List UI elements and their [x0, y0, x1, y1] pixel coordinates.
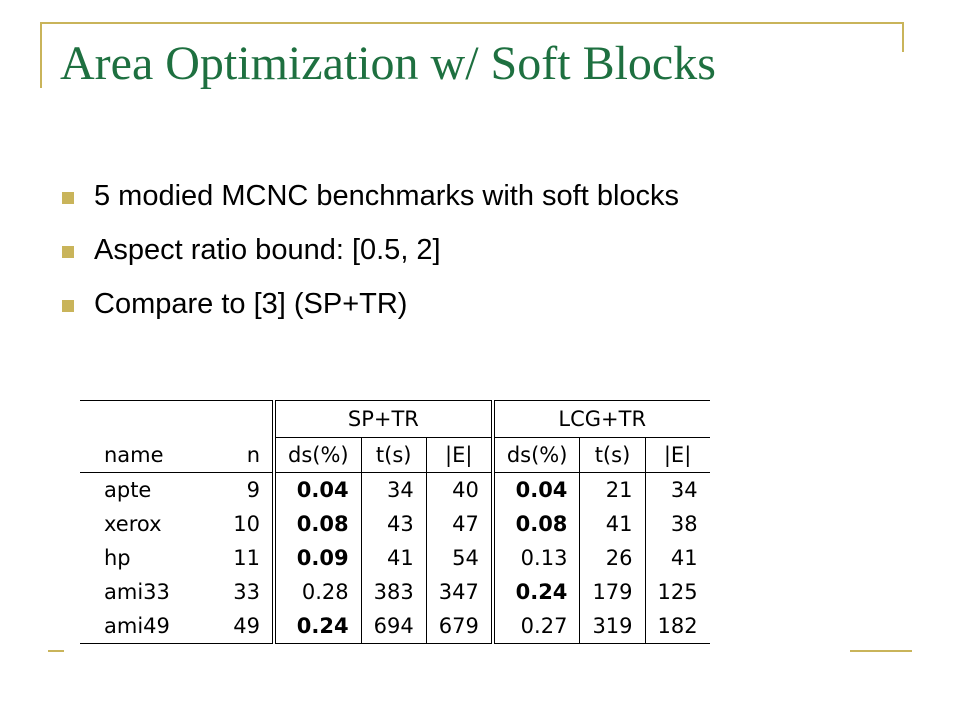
cell-lcg-e: 125 [657, 580, 698, 604]
cell-lcg-e: 34 [670, 478, 698, 502]
footer-rule-left [48, 650, 64, 652]
cell-n: 33 [208, 575, 276, 609]
cell-name: apte [104, 478, 152, 502]
frame-top-rule [40, 22, 904, 24]
cell-lcg-e: 41 [670, 546, 698, 570]
cell-sp-ds: 0.08 [274, 507, 362, 541]
cell-sp-ds: 0.09 [274, 541, 362, 575]
cell-lcg-t: 179 [579, 575, 646, 609]
cell-sp-e: 54 [426, 541, 495, 575]
cell-name: ami33 [104, 580, 170, 604]
col-header-name: name [80, 437, 208, 473]
col-header-n: n [208, 437, 276, 473]
cell-lcg-e: 38 [670, 512, 698, 536]
cell-lcg-ds: 0.13 [492, 541, 581, 575]
slide-title: Area Optimization w/ Soft Blocks [60, 37, 716, 90]
cell-sp-ds: 0.28 [274, 575, 362, 609]
bullet-square-icon [62, 192, 74, 204]
cell-name: hp [104, 546, 131, 570]
cell-n: 10 [208, 507, 276, 541]
cell-sp-t: 694 [361, 609, 427, 644]
cell-lcg-t: 21 [579, 472, 646, 507]
cell-lcg-t: 319 [579, 609, 646, 644]
group-header-lcg-tr: LCG+TR [492, 400, 710, 438]
cell-name: ami49 [80, 609, 208, 644]
col-header-sp-ds: ds(%) [274, 437, 362, 473]
cell-lcg-ds: 0.08 [492, 507, 581, 541]
cell-n: 11 [208, 541, 276, 575]
cell-sp-e: 347 [426, 575, 495, 609]
cell-lcg-ds: 0.04 [492, 472, 581, 507]
cell-lcg-ds: 0.24 [492, 575, 581, 609]
table-row: hp 11 0.09 41 54 0.13 26 41 [80, 541, 710, 575]
cell-sp-t: 41 [361, 541, 427, 575]
col-header-lcg-ds: ds(%) [492, 437, 581, 473]
column-header-row: name n ds(%) t(s) |E| ds(%) t(s) |E| [80, 437, 710, 473]
cell-sp-e: 47 [426, 507, 495, 541]
table-row: ami33 33 0.28 383 347 0.24 179 125 [80, 575, 710, 609]
cell-lcg-t: 26 [579, 541, 646, 575]
table-row: ami49 49 0.24 694 679 0.27 319 182 [80, 609, 710, 644]
bullet-text: Compare to [3] (SP+TR) [94, 288, 408, 320]
cell-lcg-ds: 0.27 [492, 609, 581, 644]
cell-sp-ds: 0.24 [274, 609, 362, 644]
footer-rule-right [850, 650, 912, 652]
cell-lcg-t: 41 [579, 507, 646, 541]
cell-sp-ds: 0.04 [274, 472, 362, 507]
cell-sp-t: 383 [361, 575, 427, 609]
bullet-square-icon [62, 300, 74, 312]
group-header-sp-tr: SP+TR [274, 400, 495, 438]
group-header-row: SP+TR LCG+TR [80, 400, 710, 438]
cell-sp-e: 679 [426, 609, 495, 644]
col-header-lcg-t: t(s) [579, 437, 646, 473]
cell-name: xerox [104, 512, 162, 536]
cell-sp-t: 34 [361, 472, 427, 507]
table-row: apte 9 0.04 34 40 0.04 21 34 [80, 472, 710, 507]
bullet-text: Aspect ratio bound: [0.5, 2] [94, 234, 441, 266]
cell-sp-e: 40 [426, 472, 495, 507]
col-header-lcg-e: |E| [645, 437, 710, 473]
table-row: xerox 10 0.08 43 47 0.08 41 38 [80, 507, 710, 541]
cell-n: 49 [208, 609, 276, 644]
cell-n: 9 [208, 472, 276, 507]
frame-left-rule [40, 22, 42, 88]
col-header-sp-e: |E| [426, 437, 495, 473]
bullet-text: 5 modied MCNC benchmarks with soft block… [94, 180, 680, 212]
cell-sp-t: 43 [361, 507, 427, 541]
results-table: SP+TR LCG+TR name n ds(%) t(s) |E| ds(%)… [80, 400, 710, 644]
col-header-sp-t: t(s) [361, 437, 427, 473]
bullet-square-icon [62, 246, 74, 258]
cell-lcg-e: 182 [645, 609, 710, 644]
frame-right-rule [902, 22, 904, 52]
